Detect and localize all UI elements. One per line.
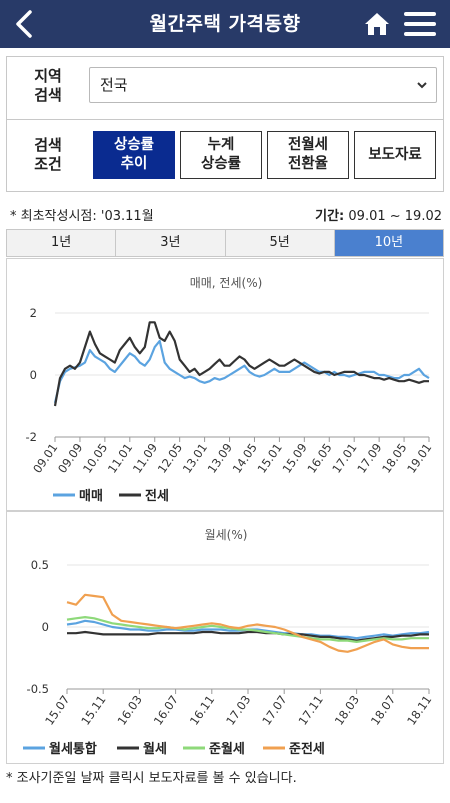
x-tick-label[interactable]: 15.07 bbox=[42, 693, 72, 728]
legend-label: 월세 bbox=[143, 741, 167, 757]
x-tick-label[interactable]: 13.01 bbox=[180, 441, 210, 476]
tab-1-year[interactable]: 1년 bbox=[7, 230, 117, 256]
period-value: 09.01 ~ 19.02 bbox=[348, 209, 442, 224]
search-filter-panel: 지역 검색 전국 검색 조건 상승률 추이 누계 상승률 전월세 전환율 보도자료 bbox=[6, 56, 444, 192]
rate-trend-button-line1: 상승률 bbox=[113, 137, 155, 153]
press-release-button[interactable]: 보도자료 bbox=[354, 131, 436, 179]
chevron-left-icon[interactable] bbox=[10, 8, 40, 40]
region-select[interactable]: 전국 bbox=[89, 67, 437, 103]
period-label: 기간: bbox=[315, 209, 345, 224]
x-tick-label[interactable]: 17.03 bbox=[223, 693, 253, 728]
x-tick-label[interactable]: 18.11 bbox=[404, 693, 434, 728]
chart-title: 매매, 전세(%) bbox=[190, 276, 263, 290]
x-tick-label[interactable]: 19.01 bbox=[404, 441, 434, 476]
x-tick-label[interactable]: 18.05 bbox=[379, 441, 409, 476]
x-tick-label[interactable]: 17.01 bbox=[329, 441, 359, 476]
y-tick-label: -0.5 bbox=[27, 682, 49, 696]
home-icon[interactable] bbox=[364, 11, 390, 37]
legend-label: 매매 bbox=[79, 489, 103, 504]
y-tick-label: 0.5 bbox=[31, 558, 49, 572]
tab-10-year[interactable]: 10년 bbox=[334, 230, 443, 256]
sale-jeonse-chart-svg: 매매, 전세(%) 2 0 -209.0109.0910.0511.0111.0912… bbox=[26, 276, 435, 504]
condition-label-line1: 검색 bbox=[34, 136, 62, 154]
condition-label-line2: 조건 bbox=[34, 155, 62, 173]
x-tick-label[interactable]: 13.09 bbox=[205, 441, 235, 476]
series-line-0 bbox=[53, 339, 430, 404]
tab-5-year[interactable]: 5년 bbox=[225, 230, 335, 256]
region-select-value: 전국 bbox=[100, 76, 128, 94]
footnote: * 조사기준일 날짜 클릭시 보도자료를 볼 수 있습니다. bbox=[6, 771, 297, 786]
x-tick-label[interactable]: 10.05 bbox=[80, 441, 110, 476]
hamburger-menu-icon[interactable] bbox=[404, 12, 436, 36]
x-tick-label[interactable]: 11.01 bbox=[105, 441, 135, 476]
x-tick-label[interactable]: 11.09 bbox=[130, 441, 160, 476]
conversion-rate-button-line2: 전환율 bbox=[287, 156, 329, 172]
region-label-line2: 검색 bbox=[34, 86, 62, 104]
x-tick-label[interactable]: 16.11 bbox=[187, 693, 217, 728]
y-tick-label: 2 bbox=[30, 306, 37, 320]
cumulative-rate-button-line1: 누계 bbox=[207, 137, 235, 153]
series-line-3 bbox=[66, 593, 429, 653]
conversion-rate-button-line1: 전월세 bbox=[287, 137, 329, 153]
y-tick-label: 0 bbox=[42, 620, 49, 634]
x-tick-label[interactable]: 15.09 bbox=[279, 441, 309, 476]
rate-trend-button-line2: 추이 bbox=[120, 156, 148, 172]
series-line-1 bbox=[67, 630, 429, 642]
y-tick-label: -2 bbox=[26, 430, 37, 444]
region-label: 지역 검색 bbox=[13, 67, 83, 105]
legend-label: 준전세 bbox=[289, 741, 325, 757]
legend-label: 준월세 bbox=[209, 741, 245, 757]
x-tick-label[interactable]: 14.05 bbox=[230, 441, 260, 476]
x-tick-label[interactable]: 09.09 bbox=[55, 441, 85, 476]
page-title: 월간주택 가격동향 bbox=[149, 13, 301, 35]
monthly-rent-chart-svg: 월세(%)0.50-0.515.07 15.11 16.03 16.07 16.11 17… bbox=[23, 528, 434, 757]
x-tick-label[interactable]: 17.07 bbox=[259, 693, 289, 728]
x-tick-label[interactable]: 16.05 bbox=[304, 441, 334, 476]
x-tick-label[interactable]: 18.07 bbox=[368, 693, 398, 728]
x-tick-label[interactable]: 15.11 bbox=[78, 693, 108, 728]
series-line-1 bbox=[53, 321, 429, 407]
app-header: 월간주택 가격동향 bbox=[0, 0, 450, 48]
period-tabs: 1년 3년 5년 10년 bbox=[6, 229, 444, 257]
chevron-down-icon bbox=[417, 82, 427, 89]
region-label-line1: 지역 bbox=[34, 67, 62, 85]
monthly-rent-chart: 월세(%) 0.5 0 -0.5 15.07 15.11 16.03 16.07 16.11 17… bbox=[6, 511, 444, 764]
x-tick-label[interactable]: 17.11 bbox=[295, 693, 325, 728]
y-tick-label: 0 bbox=[30, 368, 37, 382]
tab-3-year[interactable]: 3년 bbox=[116, 230, 226, 256]
x-tick-label[interactable]: 16.07 bbox=[151, 693, 181, 728]
cumulative-rate-button-line2: 상승률 bbox=[200, 156, 242, 172]
x-tick-label[interactable]: 17.09 bbox=[354, 441, 384, 476]
x-tick-label[interactable]: 18.03 bbox=[332, 693, 362, 728]
x-tick-label[interactable]: 09.01 bbox=[30, 441, 60, 476]
filter-divider bbox=[7, 119, 443, 120]
x-tick-label[interactable]: 16.03 bbox=[114, 693, 144, 728]
press-release-button-label: 보도자료 bbox=[368, 146, 422, 163]
legend-label: 전세 bbox=[145, 488, 169, 504]
first-created-date: * 최초작성시점: '03.11월 bbox=[10, 209, 154, 224]
legend-label: 월세통합 bbox=[49, 741, 97, 757]
chart-title: 월세(%) bbox=[205, 528, 248, 542]
sale-jeonse-chart: 매매, 전세(%) 2 0 -2 09.01 09.09 10.05 11.01 11.09 12… bbox=[6, 258, 444, 511]
x-tick-label[interactable]: 12.05 bbox=[155, 441, 185, 476]
condition-label: 검색 조건 bbox=[13, 136, 83, 174]
series-line-2 bbox=[66, 615, 429, 643]
x-tick-label[interactable]: 15.01 bbox=[254, 441, 284, 476]
period-info: 기간: 09.01 ~ 19.02 bbox=[315, 205, 442, 224]
